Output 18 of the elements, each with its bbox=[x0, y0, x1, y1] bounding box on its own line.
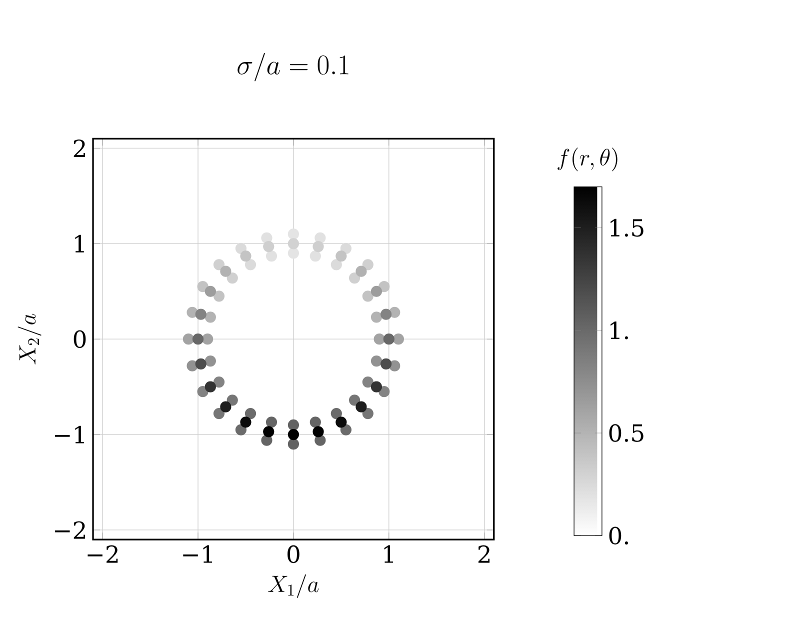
y-tick-label: 1 bbox=[75, 235, 84, 253]
x-tick-label: 0 bbox=[288, 546, 300, 564]
color-bar-title: $f(r,\theta)$ bbox=[558, 148, 618, 172]
color-bar-label: 0. bbox=[609, 526, 628, 545]
x-tick-label: 1 bbox=[384, 546, 394, 563]
y-tick-label: 0 bbox=[74, 330, 86, 348]
x-tick-label: 2 bbox=[478, 546, 490, 563]
y-tick-label: 2 bbox=[74, 140, 85, 158]
color-bar-label: 1.5 bbox=[610, 219, 644, 237]
x-tick-label: −2 bbox=[88, 546, 118, 563]
y-axis-title: $X_2/a$ bbox=[18, 314, 42, 365]
x-axis-title: $X_1/a$ bbox=[268, 574, 319, 598]
chart-title: $\sigma/a = 0.1$ bbox=[238, 53, 348, 82]
color-bar-label: 0.5 bbox=[609, 424, 644, 442]
y-tick-label: −2 bbox=[55, 521, 85, 539]
color-bar-label: 1. bbox=[610, 322, 628, 340]
y-tick-label: −1 bbox=[55, 426, 84, 444]
x-tick-label: −1 bbox=[183, 546, 212, 563]
